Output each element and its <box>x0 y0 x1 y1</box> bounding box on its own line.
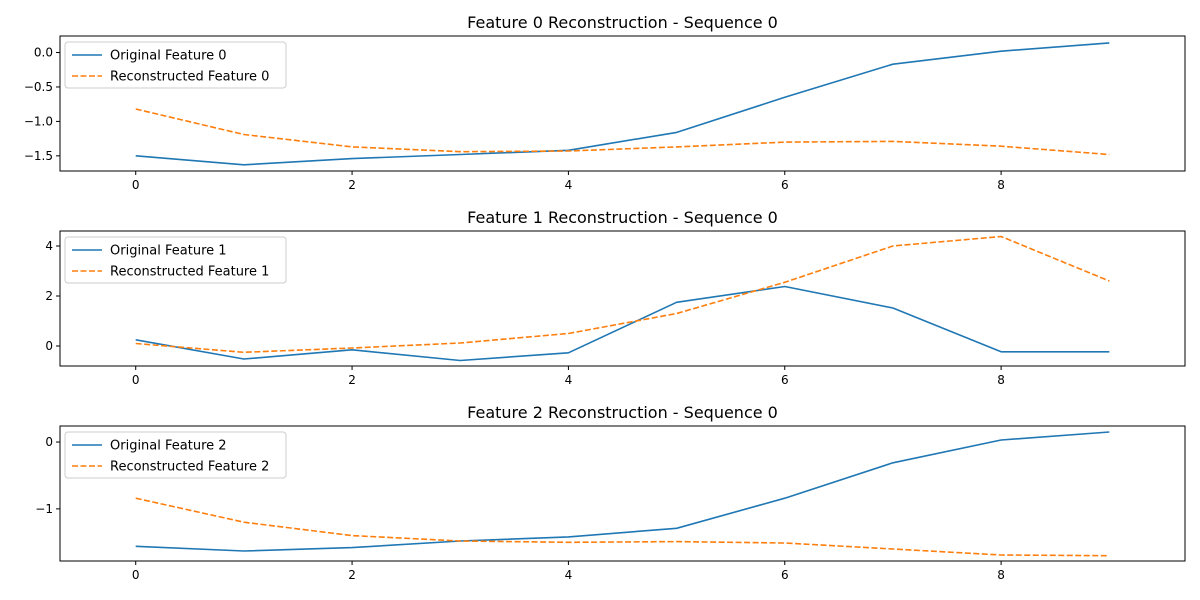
x-tick-label: 4 <box>565 373 573 387</box>
x-tick-label: 4 <box>565 178 573 192</box>
chart-title: Feature 0 Reconstruction - Sequence 0 <box>467 13 778 32</box>
x-tick-label: 8 <box>997 373 1005 387</box>
chart-0: Feature 0 Reconstruction - Sequence 0 0 2 4… <box>24 13 1186 192</box>
y-tick-label: −1.5 <box>24 149 53 163</box>
x-tick-label: 6 <box>781 568 789 582</box>
chart-1: Feature 1 Reconstruction - Sequence 0 0 2 4… <box>45 208 1186 387</box>
axes-frame <box>59 425 1186 562</box>
y-tick-label: 0.0 <box>34 46 53 60</box>
axes-frame <box>59 230 1186 367</box>
y-tick-label: 0 <box>45 435 53 449</box>
legend-label: Reconstructed Feature 2 <box>110 460 269 475</box>
legend-label: Reconstructed Feature 1 <box>110 265 269 280</box>
legend-label: Original Feature 0 <box>110 49 227 64</box>
legend-label: Original Feature 1 <box>110 244 227 259</box>
x-tick-label: 2 <box>348 373 356 387</box>
x-tick-label: 0 <box>132 568 140 582</box>
chart-title: Feature 1 Reconstruction - Sequence 0 <box>467 208 778 227</box>
series-line-1 <box>135 497 1110 557</box>
x-tick-label: 8 <box>997 178 1005 192</box>
y-tick-label: 4 <box>45 239 53 253</box>
chart-title: Feature 2 Reconstruction - Sequence 0 <box>467 403 778 422</box>
y-tick-label: 0 <box>45 339 53 353</box>
x-tick-label: 2 <box>348 568 356 582</box>
series-line-0 <box>135 285 1110 362</box>
legend-box <box>64 431 287 479</box>
y-tick-label: 2 <box>45 289 53 303</box>
legend-label: Reconstructed Feature 0 <box>110 70 269 85</box>
legend-label: Original Feature 2 <box>110 439 227 454</box>
x-tick-label: 0 <box>132 178 140 192</box>
x-tick-label: 0 <box>132 373 140 387</box>
x-tick-label: 4 <box>565 568 573 582</box>
series-line-0 <box>135 42 1110 166</box>
y-tick-label: −1 <box>35 502 53 516</box>
axes-frame <box>59 35 1186 172</box>
legend-box <box>64 41 287 89</box>
legend-box <box>64 236 287 284</box>
y-tick-label: −0.5 <box>24 80 53 94</box>
series-line-1 <box>135 235 1110 354</box>
x-tick-label: 2 <box>348 178 356 192</box>
chart-2: Feature 2 Reconstruction - Sequence 0 0 2 4… <box>35 403 1186 582</box>
x-tick-label: 6 <box>781 373 789 387</box>
x-tick-label: 6 <box>781 178 789 192</box>
y-tick-label: −1.0 <box>24 114 53 128</box>
x-tick-label: 8 <box>997 568 1005 582</box>
series-line-0 <box>135 431 1110 552</box>
series-line-1 <box>135 108 1110 156</box>
